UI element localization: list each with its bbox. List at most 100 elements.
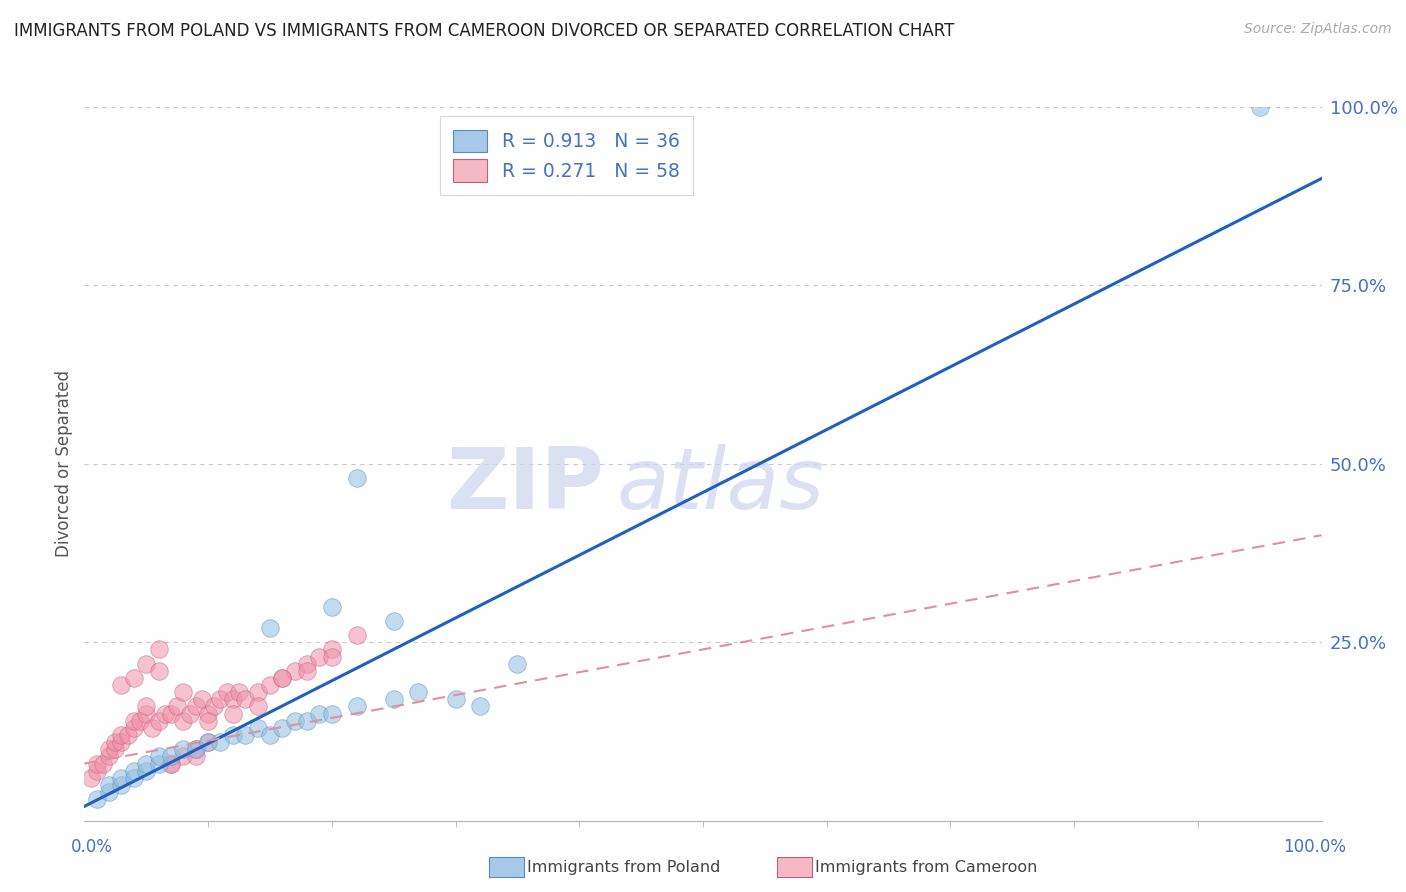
Legend: R = 0.913   N = 36, R = 0.271   N = 58: R = 0.913 N = 36, R = 0.271 N = 58 [440, 117, 693, 195]
Point [110, 771, 132, 785]
Point [346, 471, 368, 485]
Point [160, 756, 183, 771]
Point [295, 664, 318, 678]
Point [135, 706, 157, 721]
Point [104, 742, 127, 756]
Point [246, 699, 269, 714]
Point [148, 714, 170, 728]
Text: 100.0%: 100.0% [1284, 838, 1346, 855]
Point [79, 771, 101, 785]
Point [321, 706, 343, 721]
Point [284, 714, 307, 728]
Point [129, 714, 152, 728]
Point [346, 699, 368, 714]
Point [166, 699, 188, 714]
Point [86, 764, 108, 778]
Point [321, 649, 343, 664]
Point [91, 756, 114, 771]
Point [104, 735, 127, 749]
Point [153, 706, 176, 721]
Point [135, 699, 157, 714]
Point [148, 756, 170, 771]
Point [148, 642, 170, 657]
Text: Source: ZipAtlas.com: Source: ZipAtlas.com [1244, 22, 1392, 37]
Point [98, 742, 121, 756]
Point [271, 671, 294, 685]
Point [197, 735, 219, 749]
Point [122, 764, 145, 778]
Y-axis label: Divorced or Separated: Divorced or Separated [55, 370, 73, 558]
Text: 0.0%: 0.0% [70, 838, 112, 855]
Point [148, 664, 170, 678]
Point [444, 692, 467, 706]
Point [184, 742, 207, 756]
Point [184, 749, 207, 764]
Point [86, 756, 108, 771]
Text: ZIP: ZIP [446, 443, 605, 527]
Point [197, 706, 219, 721]
Text: Immigrants from Cameroon: Immigrants from Cameroon [815, 860, 1038, 874]
Point [98, 785, 121, 799]
Point [110, 735, 132, 749]
Point [135, 657, 157, 671]
Point [110, 678, 132, 692]
Point [148, 749, 170, 764]
Point [321, 599, 343, 614]
Point [172, 742, 194, 756]
Point [1249, 100, 1271, 114]
Point [202, 699, 225, 714]
Point [110, 728, 132, 742]
Point [259, 678, 281, 692]
Point [160, 706, 183, 721]
Point [209, 692, 232, 706]
Point [271, 671, 294, 685]
Text: IMMIGRANTS FROM POLAND VS IMMIGRANTS FROM CAMEROON DIVORCED OR SEPARATED CORRELA: IMMIGRANTS FROM POLAND VS IMMIGRANTS FRO… [14, 22, 955, 40]
Point [184, 742, 207, 756]
Point [308, 649, 330, 664]
Text: atlas: atlas [616, 443, 824, 527]
Point [172, 714, 194, 728]
Point [295, 714, 318, 728]
Point [295, 657, 318, 671]
Point [197, 714, 219, 728]
Point [222, 728, 245, 742]
Point [135, 764, 157, 778]
Point [98, 749, 121, 764]
Point [259, 621, 281, 635]
Text: Immigrants from Poland: Immigrants from Poland [527, 860, 721, 874]
Point [160, 749, 183, 764]
Point [122, 714, 145, 728]
Point [271, 721, 294, 735]
Point [209, 735, 232, 749]
Point [284, 664, 307, 678]
Point [110, 778, 132, 792]
Point [141, 721, 163, 735]
Point [122, 771, 145, 785]
Point [246, 721, 269, 735]
Point [308, 706, 330, 721]
Point [172, 749, 194, 764]
Point [259, 728, 281, 742]
Point [382, 692, 405, 706]
Point [506, 657, 529, 671]
Point [228, 685, 250, 699]
Point [382, 614, 405, 628]
Point [222, 706, 245, 721]
Point [197, 735, 219, 749]
Point [86, 792, 108, 806]
Point [135, 756, 157, 771]
Point [117, 728, 139, 742]
Point [246, 685, 269, 699]
Point [408, 685, 430, 699]
Point [191, 692, 214, 706]
Point [98, 778, 121, 792]
Point [122, 671, 145, 685]
Point [233, 692, 256, 706]
Point [346, 628, 368, 642]
Point [233, 728, 256, 742]
Point [184, 699, 207, 714]
Point [470, 699, 492, 714]
Point [122, 721, 145, 735]
Point [160, 756, 183, 771]
Point [321, 642, 343, 657]
